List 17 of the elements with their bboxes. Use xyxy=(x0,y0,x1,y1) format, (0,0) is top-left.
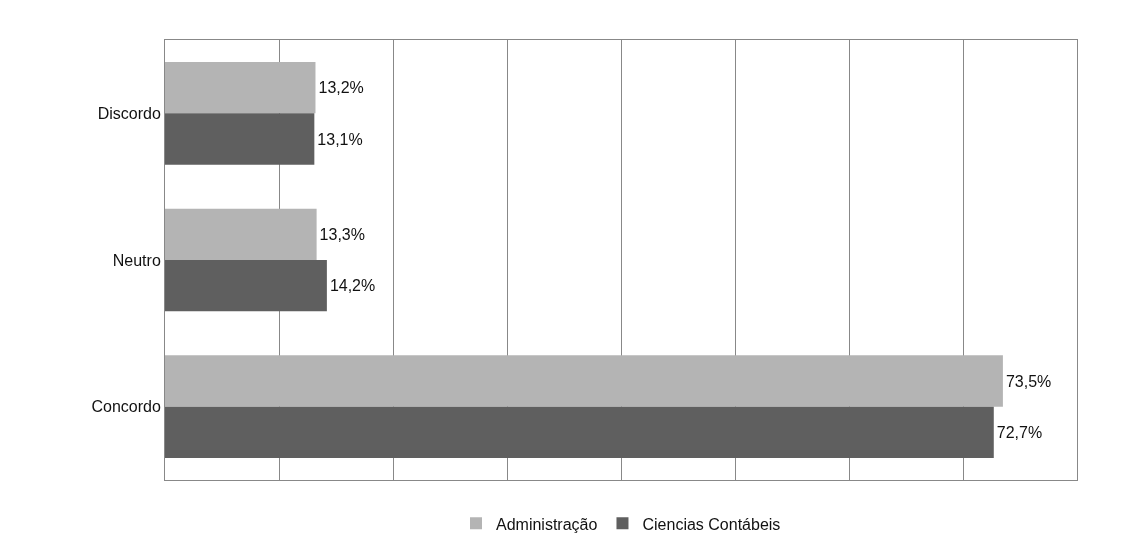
data-label: 72,7% xyxy=(996,423,1043,441)
data-label: 13,1% xyxy=(317,130,363,148)
y-tick-label: Discordo xyxy=(97,104,161,122)
y-tick-label: Concordo xyxy=(91,398,161,416)
bar xyxy=(165,62,316,114)
y-tick-label: Neutro xyxy=(112,251,161,269)
bar xyxy=(165,260,327,312)
bar xyxy=(165,406,994,458)
data-label: 13,3% xyxy=(319,225,365,243)
legend-label: Administração xyxy=(496,515,598,533)
data-label: 73,5% xyxy=(1005,372,1052,390)
data-label: 13,2% xyxy=(318,79,364,97)
bar xyxy=(165,208,317,260)
bar xyxy=(165,113,315,165)
bar xyxy=(165,355,1003,407)
legend-label: Ciencias Contábeis xyxy=(642,515,781,533)
data-label: 14,2% xyxy=(329,277,376,295)
